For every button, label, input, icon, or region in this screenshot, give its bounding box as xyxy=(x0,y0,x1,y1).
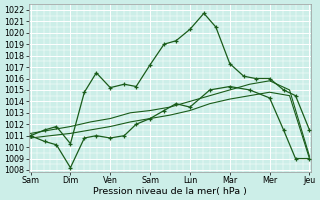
X-axis label: Pression niveau de la mer( hPa ): Pression niveau de la mer( hPa ) xyxy=(93,187,247,196)
